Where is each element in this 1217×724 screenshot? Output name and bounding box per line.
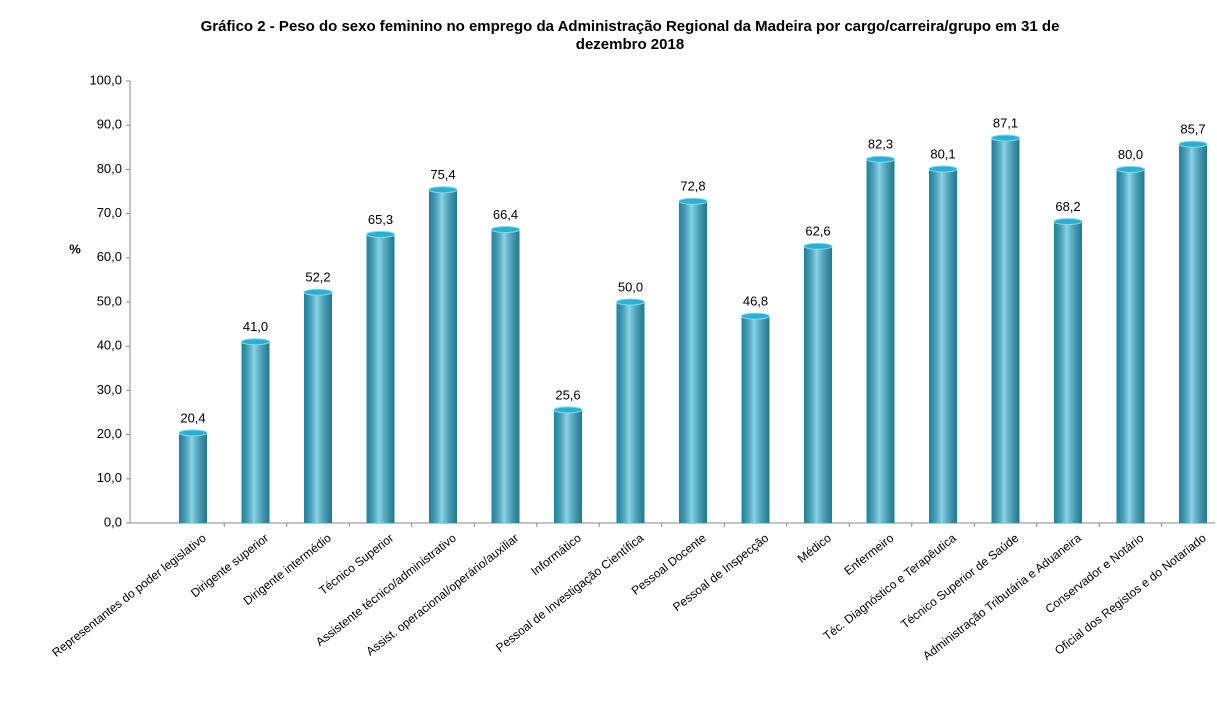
data-label: 82,3 — [868, 137, 893, 152]
bar-shine — [554, 409, 582, 523]
y-tick-label: 20,0 — [97, 426, 122, 441]
bar-cap — [741, 312, 770, 320]
x-tick-label: Informático — [528, 531, 584, 579]
y-tick-label: 100,0 — [89, 72, 122, 87]
y-tick-label: 90,0 — [97, 117, 122, 132]
bar-shine — [241, 341, 270, 523]
y-tick-label: 50,0 — [97, 293, 122, 308]
bar-shine — [304, 292, 332, 523]
bar-cap — [553, 406, 583, 414]
bar-shine — [866, 159, 895, 523]
x-tick-label: Técnico Superior de Saúde — [898, 531, 1021, 632]
data-label: 62,6 — [805, 224, 830, 239]
bar-cap — [803, 242, 833, 250]
bar-shine — [1116, 169, 1145, 523]
data-label: 80,1 — [930, 146, 955, 161]
data-label: 68,2 — [1055, 199, 1080, 214]
bar-shine — [741, 316, 770, 523]
bar-cap — [1178, 140, 1208, 148]
bar-shine — [366, 234, 395, 523]
data-label: 87,1 — [993, 115, 1018, 130]
bar-shine — [616, 302, 645, 523]
y-tick-label: 40,0 — [97, 338, 122, 353]
data-label: 85,7 — [1180, 122, 1205, 137]
bar-shine — [179, 432, 207, 523]
y-tick-label: 0,0 — [104, 514, 122, 529]
data-label: 52,2 — [305, 270, 330, 285]
data-label: 72,8 — [680, 179, 705, 194]
data-label: 65,3 — [368, 212, 393, 227]
x-tick-label: Médico — [795, 531, 834, 566]
bar-shine — [429, 189, 457, 523]
bar-cap — [928, 165, 958, 173]
bar-shine — [929, 168, 957, 523]
bar-shine — [491, 229, 520, 523]
x-tick-label: Enfermeiro — [841, 531, 896, 578]
x-tick-label: Representantes do poder legislativo — [49, 531, 209, 660]
bar-cap — [866, 155, 895, 163]
data-label: 50,0 — [618, 279, 643, 294]
bar-shine — [1054, 221, 1082, 523]
bar-cap — [1116, 165, 1145, 173]
data-label: 41,0 — [243, 319, 268, 334]
bar-cap — [991, 134, 1020, 142]
bar-cap — [303, 288, 333, 296]
bar-shine — [804, 246, 832, 524]
bar-cap — [616, 298, 645, 306]
chart-title: Gráfico 2 - Peso do sexo feminino no emp… — [200, 18, 1060, 53]
data-label: 20,4 — [180, 410, 205, 425]
data-label: 46,8 — [743, 294, 768, 309]
bar-cap — [366, 230, 395, 238]
data-label: 75,4 — [430, 167, 455, 182]
data-label: 80,0 — [1118, 147, 1143, 162]
y-tick-label: 60,0 — [97, 249, 122, 264]
bar-cap — [491, 226, 520, 234]
bar-cap — [1053, 218, 1083, 226]
x-tick-label: Téc. Diagnóstico e Terapêutica — [821, 531, 960, 644]
y-tick-label: 80,0 — [97, 161, 122, 176]
bar-cap — [241, 338, 270, 346]
bar-shine — [1179, 144, 1207, 523]
bar-shine — [679, 201, 707, 523]
data-label: 66,4 — [493, 207, 518, 222]
data-label: 25,6 — [555, 387, 580, 402]
y-tick-label: 10,0 — [97, 470, 122, 485]
bar-shine — [991, 138, 1020, 523]
y-tick-label: 70,0 — [97, 205, 122, 220]
y-axis-label: % — [69, 241, 81, 256]
bar-cap — [678, 197, 708, 205]
y-tick-label: 30,0 — [97, 382, 122, 397]
bar-cap — [178, 429, 208, 437]
bar-cap — [428, 186, 458, 194]
